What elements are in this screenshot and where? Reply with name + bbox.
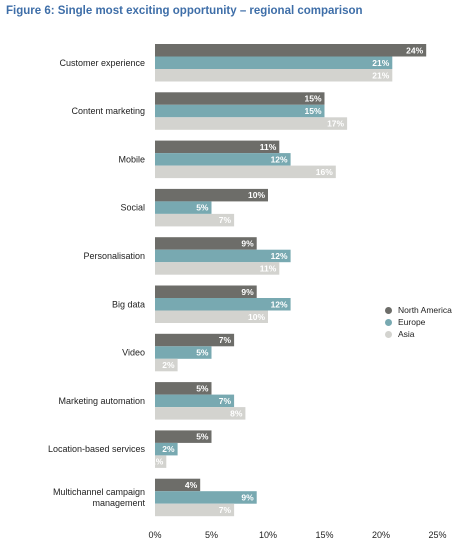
category-label: Big data xyxy=(112,299,145,309)
bar xyxy=(155,201,212,214)
data-label: 21% xyxy=(372,70,389,80)
data-label: 5% xyxy=(196,203,209,213)
bar xyxy=(155,140,280,154)
bar xyxy=(155,285,257,298)
bar xyxy=(155,188,268,202)
bar xyxy=(155,346,212,359)
data-label: 15% xyxy=(304,106,321,116)
data-label: 5% xyxy=(196,348,209,358)
bar xyxy=(155,503,235,517)
category-label: management xyxy=(92,498,145,508)
data-label: 4% xyxy=(185,480,198,490)
category-label: Personalisation xyxy=(83,251,145,261)
legend-item: North America xyxy=(385,304,452,316)
bar xyxy=(155,249,291,263)
category-label: Customer experience xyxy=(59,58,145,68)
bar xyxy=(155,117,348,130)
bar xyxy=(155,491,257,504)
data-label: 12% xyxy=(271,251,288,261)
x-tick-label: 15% xyxy=(315,530,333,540)
data-label: 15% xyxy=(304,94,321,104)
bar xyxy=(155,333,235,347)
bar xyxy=(155,237,257,250)
data-label: 2% xyxy=(162,360,175,370)
data-label: 9% xyxy=(241,287,254,297)
data-label: 9% xyxy=(241,493,254,503)
x-tick-label: 25% xyxy=(428,530,446,540)
bar xyxy=(155,298,291,311)
category-label: Multichannel campaign xyxy=(53,487,145,497)
bar xyxy=(155,56,393,69)
bar xyxy=(155,213,235,227)
chart-title: Figure 6: Single most exciting opportuni… xyxy=(6,5,363,17)
legend-label: Europe xyxy=(398,317,426,327)
legend-label: Asia xyxy=(398,329,415,339)
bar xyxy=(155,382,212,395)
data-label: 7% xyxy=(219,505,232,515)
legend-item: Asia xyxy=(385,328,452,340)
category-label: Content marketing xyxy=(71,106,145,116)
x-tick-label: 10% xyxy=(259,530,277,540)
bar xyxy=(155,358,178,372)
bar xyxy=(155,153,291,166)
bar xyxy=(155,262,280,275)
data-label: 12% xyxy=(271,154,288,164)
data-label: 10% xyxy=(248,312,265,322)
legend-item: Europe xyxy=(385,316,452,328)
legend-swatch xyxy=(385,306,392,314)
data-label: 12% xyxy=(271,299,288,309)
legend-swatch xyxy=(385,330,392,338)
data-label: 1% xyxy=(151,457,164,467)
data-label: 2% xyxy=(162,444,175,454)
category-label: Mobile xyxy=(118,154,145,164)
category-label: Marketing automation xyxy=(58,396,145,406)
data-label: 16% xyxy=(316,167,333,177)
bar xyxy=(155,104,325,118)
bar xyxy=(155,455,167,468)
data-label: 10% xyxy=(248,190,265,200)
data-label: 11% xyxy=(260,264,277,274)
bar xyxy=(155,69,393,82)
x-tick-label: 0% xyxy=(148,530,161,540)
bar xyxy=(155,407,246,420)
bar xyxy=(155,165,336,179)
data-label: 17% xyxy=(327,119,344,129)
data-label: 7% xyxy=(219,335,232,345)
data-label: 5% xyxy=(196,432,209,442)
legend-swatch xyxy=(385,318,392,326)
data-label: 24% xyxy=(406,45,423,55)
legend: North America Europe Asia xyxy=(385,304,452,340)
category-label: Location-based services xyxy=(48,444,146,454)
category-label: Video xyxy=(122,348,145,358)
bar xyxy=(155,310,268,323)
bar xyxy=(155,430,212,443)
legend-label: North America xyxy=(398,305,452,315)
bar xyxy=(155,478,201,492)
bar xyxy=(155,92,325,105)
bar xyxy=(155,442,178,456)
data-label: 5% xyxy=(196,383,209,393)
data-label: 7% xyxy=(219,396,232,406)
bar xyxy=(155,44,427,57)
x-tick-label: 5% xyxy=(205,530,218,540)
data-label: 11% xyxy=(260,142,277,152)
category-label: Social xyxy=(120,203,145,213)
x-tick-label: 20% xyxy=(372,530,390,540)
data-label: 7% xyxy=(219,215,232,225)
data-label: 21% xyxy=(372,58,389,68)
data-label: 9% xyxy=(241,239,254,249)
bar xyxy=(155,394,235,408)
data-label: 8% xyxy=(230,408,243,418)
